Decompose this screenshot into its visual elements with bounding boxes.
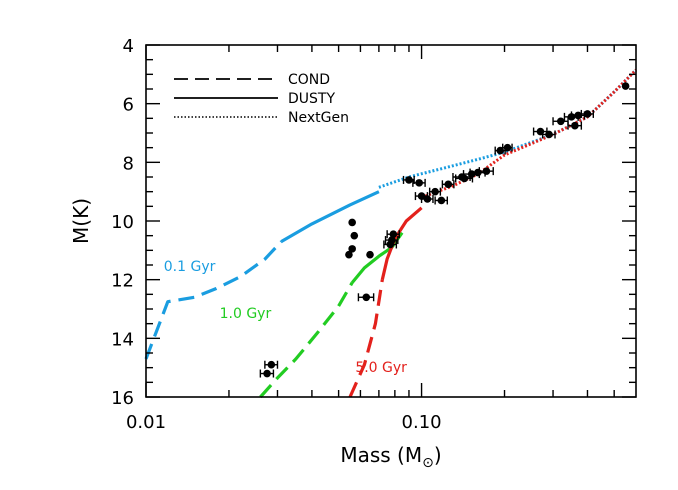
curve-0-1-gyr-dashed [144, 240, 283, 360]
data-point [583, 110, 592, 118]
curve-1-0-gyr-solid [350, 231, 404, 284]
x-tick-label: 0.10 [402, 412, 442, 433]
data-point [345, 250, 353, 259]
y-axis-ticks: 4 6 8 10 12 14 16 [111, 36, 636, 409]
legend-label: DUSTY [288, 91, 335, 107]
x-axis-title: Mass (M⊙) [340, 443, 441, 471]
legend: COND DUSTY NextGen [174, 72, 349, 126]
x-axis-title-text: Mass (M [340, 443, 422, 467]
y-tick-label: 6 [123, 95, 134, 116]
data-point [263, 369, 271, 378]
y-tick-label: 16 [111, 388, 134, 409]
isochrone-label: 1.0 Gyr [220, 306, 272, 322]
data-point [415, 179, 423, 187]
curve-0-1-gyr-solid [280, 190, 380, 243]
data-point [350, 231, 359, 240]
legend-label: COND [288, 72, 330, 88]
y-axis-title: M(K) [69, 198, 93, 244]
plot-frame [145, 44, 637, 398]
data-point [366, 250, 374, 259]
y-tick-label: 14 [111, 329, 134, 350]
y-tick-label: 8 [123, 153, 134, 174]
data-point [405, 176, 413, 184]
data-point [437, 196, 446, 205]
isochrone-labels: 0.1 Gyr 1.0 Gyr 5.0 Gyr [164, 259, 407, 376]
data-point [545, 130, 553, 139]
data-point [348, 245, 356, 253]
data-points [259, 82, 630, 378]
data-point [474, 168, 482, 177]
data-point [362, 293, 371, 302]
y-tick-label: 12 [111, 271, 134, 292]
data-point [267, 360, 276, 369]
data-point [423, 195, 432, 203]
isochrone-label: 5.0 Gyr [355, 360, 407, 376]
data-point [348, 218, 356, 227]
sun-symbol: ⊙ [422, 455, 434, 471]
curve-0-1-gyr-dotted [378, 68, 638, 189]
data-point [556, 117, 565, 126]
x-tick-label: 0.01 [126, 412, 166, 433]
data-point [482, 167, 491, 175]
data-point [571, 121, 579, 130]
curve-5-0-gyr-dashed [348, 279, 384, 398]
data-point [389, 230, 398, 238]
x-axis-title-close: ) [434, 443, 442, 467]
curve-5-0-gyr-dotted [421, 68, 638, 199]
data-point [388, 236, 396, 244]
data-point [621, 82, 630, 90]
curve-1-0-gyr-dashed [259, 281, 354, 399]
data-point [444, 180, 453, 189]
model-curves [144, 68, 638, 399]
data-point [460, 174, 469, 183]
data-point [503, 143, 512, 152]
y-tick-label: 4 [123, 36, 134, 57]
data-point [431, 187, 439, 196]
data-point [574, 111, 582, 120]
y-tick-label: 10 [111, 212, 134, 233]
legend-label: NextGen [288, 110, 349, 126]
isochrone-label: 0.1 Gyr [164, 259, 216, 275]
